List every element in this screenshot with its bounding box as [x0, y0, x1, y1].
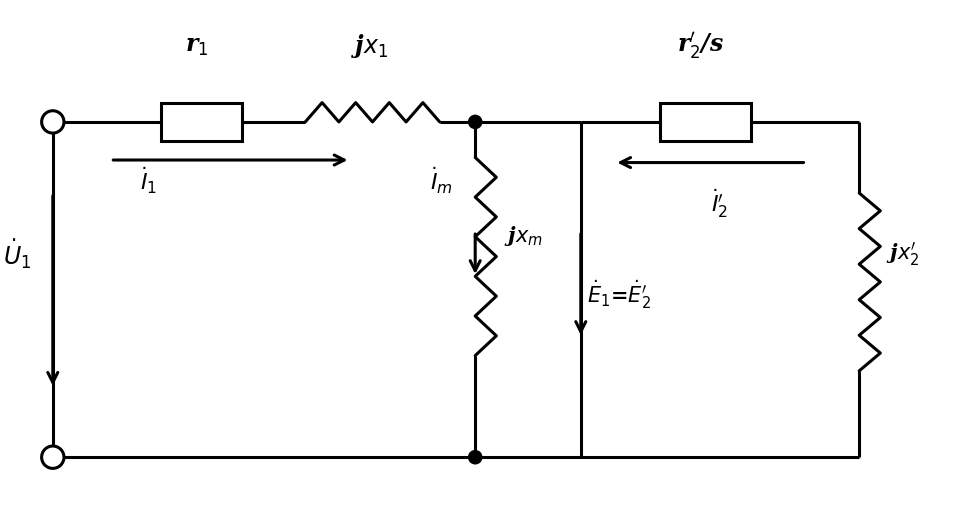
Bar: [160, 103, 242, 141]
Text: j$x_2^{\prime}$: j$x_2^{\prime}$: [886, 240, 919, 268]
Bar: [660, 103, 752, 141]
Circle shape: [468, 451, 482, 464]
Text: $\dot{U}_1$: $\dot{U}_1$: [3, 237, 32, 271]
Text: r$_2^{\prime}$/s: r$_2^{\prime}$/s: [677, 30, 725, 61]
Text: r$_1$: r$_1$: [185, 34, 208, 58]
Text: j$x_1$: j$x_1$: [351, 31, 388, 60]
Text: $\dot{E}_1$=$\dot{E}_2^{\prime}$: $\dot{E}_1$=$\dot{E}_2^{\prime}$: [588, 278, 651, 311]
Text: $\dot{I}_2^{\prime}$: $\dot{I}_2^{\prime}$: [711, 187, 729, 219]
Text: $\dot{I}_1$: $\dot{I}_1$: [140, 165, 157, 196]
Circle shape: [468, 115, 482, 129]
Circle shape: [41, 111, 64, 133]
Circle shape: [41, 446, 64, 468]
Text: j$x_m$: j$x_m$: [504, 224, 542, 248]
Text: $\dot{I}_m$: $\dot{I}_m$: [430, 165, 453, 196]
